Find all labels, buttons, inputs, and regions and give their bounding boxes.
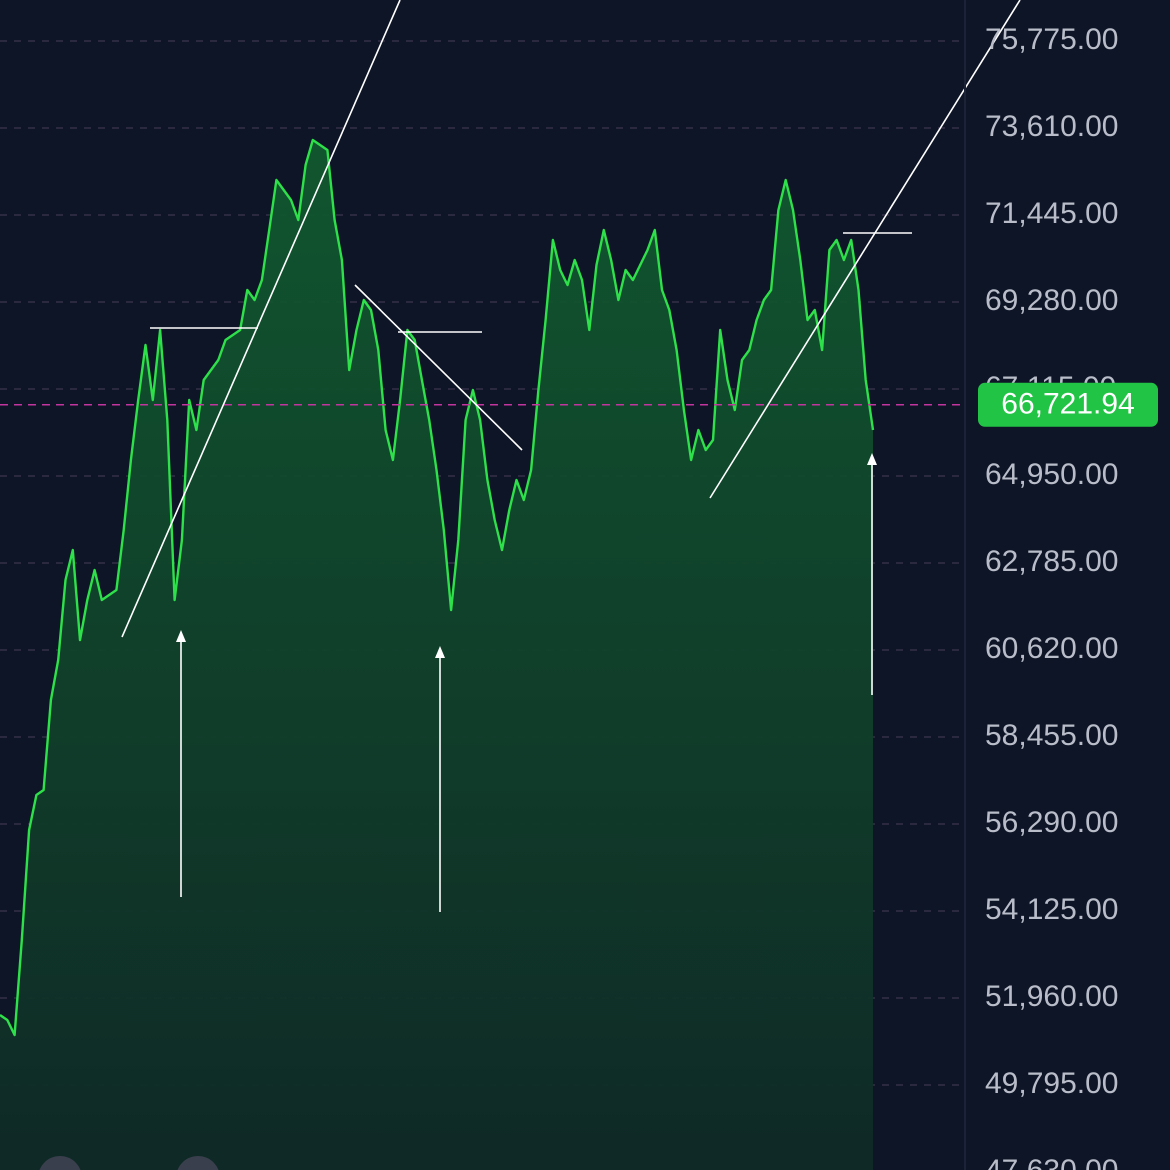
trend-line (709, 0, 1021, 499)
trend-line (354, 284, 523, 451)
arrow-head (176, 630, 186, 642)
annotations (121, 0, 1021, 912)
toolbar-button[interactable] (176, 1156, 220, 1170)
toolbar-button[interactable] (38, 1156, 82, 1170)
price-line (0, 138, 875, 1037)
y-tick-label: 75,775.00 (985, 23, 1118, 56)
y-tick-label: 56,290.00 (985, 806, 1118, 839)
arrow-head (867, 453, 877, 465)
y-tick-label: 47,630.00 (985, 1154, 1118, 1170)
y-tick-label: 49,795.00 (985, 1067, 1118, 1100)
y-tick-label: 71,445.00 (985, 197, 1118, 230)
last-price-label: 66,721.94 (1001, 388, 1134, 421)
y-axis: 47,630.00 49,795.00 51,960.00 54,125.00 56,2… (978, 23, 1158, 1170)
y-tick-label: 60,620.00 (985, 632, 1118, 665)
arrow-head (435, 646, 445, 658)
y-tick-label: 73,610.00 (985, 110, 1118, 143)
y-tick-label: 64,950.00 (985, 458, 1118, 491)
y-tick-label: 62,785.00 (985, 545, 1118, 578)
y-tick-label: 69,280.00 (985, 284, 1118, 317)
last-price-badge (978, 382, 1158, 427)
y-tick-label: 54,125.00 (985, 893, 1118, 926)
y-tick-label: 58,455.00 (985, 719, 1118, 752)
y-tick-label: 51,960.00 (985, 980, 1118, 1013)
trend-line (121, 0, 401, 638)
